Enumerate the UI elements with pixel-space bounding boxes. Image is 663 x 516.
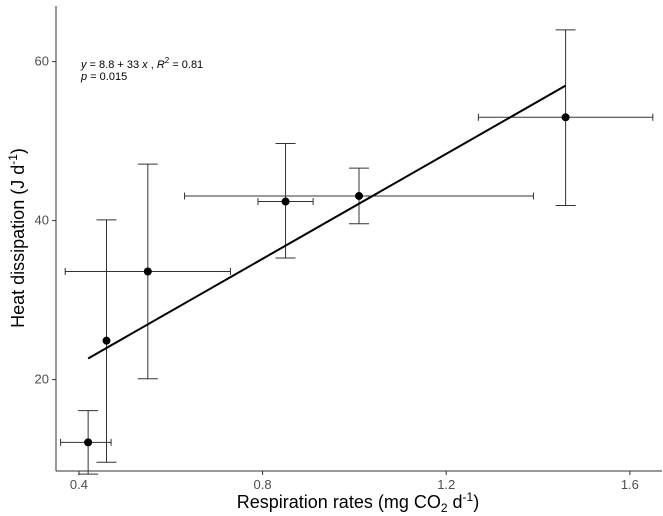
data-point [102, 336, 111, 345]
p-value-label: p = 0.015 [80, 71, 127, 83]
y-tick-label: 60 [35, 54, 49, 69]
regression-line [87, 84, 567, 360]
plot-area: 0.4 0.8 1.2 1.6 20 40 60 [35, 6, 662, 492]
y-tick-label: 40 [35, 213, 49, 228]
data-point [561, 113, 570, 122]
x-tick-label: 0.8 [254, 477, 272, 492]
data-point [143, 267, 152, 276]
data-point [84, 438, 93, 447]
x-axis-title: Respiration rates (mg CO2 d-1) [237, 490, 479, 515]
y-tick-label: 20 [35, 372, 49, 387]
data-point [355, 191, 363, 200]
x-tick-label: 1.6 [621, 477, 639, 492]
x-tick-label: 1.2 [437, 477, 455, 492]
regression-equation: y = 8.8 + 33 x , R2 = 0.81 [80, 56, 203, 71]
y-axis-title: Heat dissipation (J d-1) [6, 148, 28, 328]
x-tick-label: 0.4 [70, 477, 88, 492]
data-point [281, 197, 290, 206]
